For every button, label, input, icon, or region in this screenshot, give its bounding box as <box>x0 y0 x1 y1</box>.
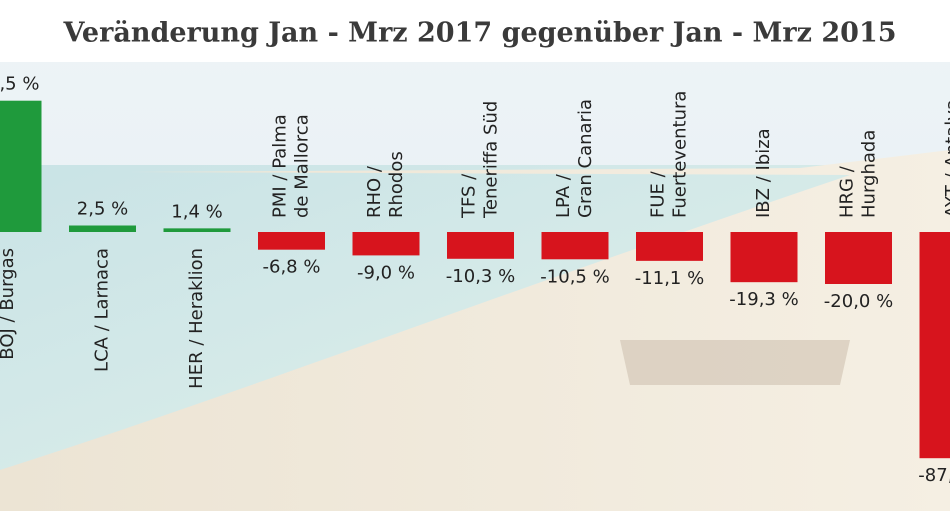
value-label: -11,1 % <box>635 268 704 289</box>
bar <box>919 232 950 459</box>
value-label: -20,0 % <box>824 291 893 312</box>
bar <box>730 232 798 283</box>
category-label: Fuerteventura <box>670 91 691 218</box>
category-label: Hurghada <box>859 130 880 218</box>
bar <box>352 232 420 256</box>
value-label: -10,5 % <box>540 266 609 287</box>
value-label: -9,0 % <box>357 262 415 283</box>
category-label: FUE / <box>648 170 669 218</box>
value-label: 50,5 % <box>0 74 39 95</box>
category-label: IBZ / Ibiza <box>753 128 774 218</box>
bar <box>447 232 514 259</box>
bar <box>258 232 325 250</box>
category-label: PMI / Palma <box>270 114 291 218</box>
chart-title: Veränderung Jan - Mrz 2017 gegenüber Jan… <box>62 18 896 49</box>
category-label: LPA / <box>553 173 574 218</box>
category-label: BOJ / Burgas <box>0 248 18 360</box>
bar <box>825 232 892 284</box>
value-label: 2,5 % <box>77 199 128 220</box>
category-label: HER / Heraklion <box>186 248 207 389</box>
category-label: Rhodos <box>386 151 407 218</box>
bar <box>636 232 703 261</box>
category-label: HRG / <box>837 165 858 218</box>
category-label: Teneriffa Süd <box>481 101 502 219</box>
category-label: AYT / Antalya <box>942 99 950 218</box>
bar <box>0 100 42 232</box>
bar <box>541 232 609 260</box>
value-label: -87,0 % <box>918 465 950 486</box>
value-label: -6,8 % <box>263 257 321 278</box>
category-label: TFS / <box>459 173 480 219</box>
value-label: -19,3 % <box>729 289 798 310</box>
value-label: 1,4 % <box>171 201 222 222</box>
category-label: LCA / Larnaca <box>92 248 113 372</box>
bar <box>69 225 136 232</box>
value-label: -10,3 % <box>446 266 515 287</box>
category-label: Gran Canaria <box>575 99 596 218</box>
category-label: RHO / <box>364 165 385 218</box>
category-label: de Mallorca <box>292 114 313 218</box>
bar <box>163 228 231 232</box>
